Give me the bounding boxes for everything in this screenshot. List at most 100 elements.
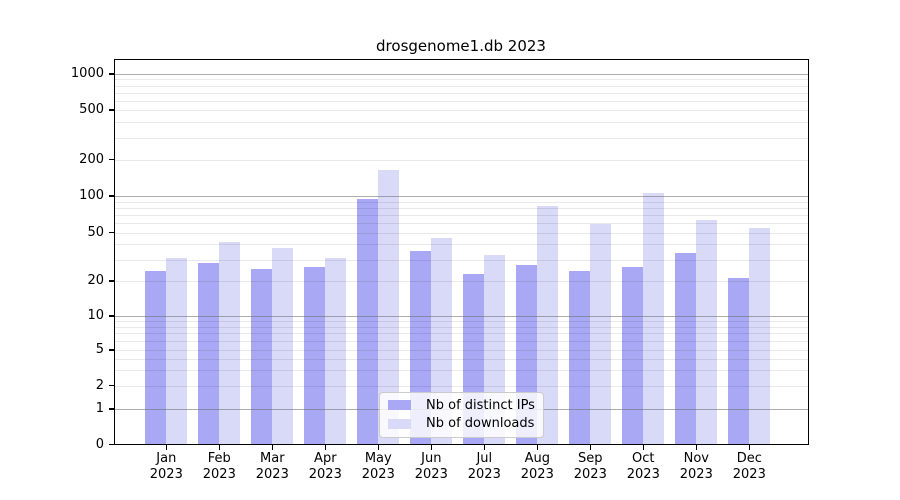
y-tick-label: 10 bbox=[87, 308, 104, 323]
bar-downloads bbox=[378, 169, 400, 445]
y-tick-label: 1000 bbox=[70, 66, 104, 81]
y-tick-label: 20 bbox=[87, 273, 104, 288]
gridline-minor bbox=[114, 232, 808, 234]
x-tick-mark bbox=[430, 445, 432, 450]
y-tick-label: 200 bbox=[79, 151, 104, 167]
gridline-minor bbox=[114, 137, 808, 139]
bar-distinct-ips bbox=[357, 199, 379, 445]
gridline-minor bbox=[114, 326, 808, 328]
gridline-minor bbox=[114, 321, 808, 323]
bar-downloads bbox=[643, 193, 665, 445]
bar-distinct-ips bbox=[569, 271, 591, 445]
y-tick-label: 5 bbox=[95, 342, 104, 357]
x-tick-mark bbox=[324, 445, 326, 450]
gridline-minor bbox=[114, 259, 808, 261]
gridline-minor bbox=[114, 100, 808, 102]
x-tick-mark bbox=[271, 445, 273, 450]
y-tick-mark bbox=[109, 315, 114, 317]
gridline-minor bbox=[114, 369, 808, 371]
x-tick-label: Oct 2023 bbox=[626, 451, 660, 482]
gridline-minor bbox=[114, 281, 808, 282]
gridline-minor bbox=[114, 333, 808, 335]
y-tick-label: 2 bbox=[95, 377, 104, 393]
y-tick-mark bbox=[109, 231, 114, 234]
gridline-minor bbox=[114, 207, 808, 209]
gridline-major bbox=[114, 74, 808, 76]
bar-distinct-ips bbox=[251, 269, 273, 445]
gridline-major bbox=[114, 196, 808, 198]
x-tick-label: May 2023 bbox=[361, 451, 395, 482]
x-tick-mark bbox=[377, 445, 379, 450]
bar-distinct-ips bbox=[145, 271, 167, 445]
bar-distinct-ips bbox=[622, 267, 644, 445]
y-tick-mark bbox=[109, 349, 114, 351]
y-tick-mark bbox=[109, 384, 114, 387]
bar-downloads bbox=[537, 206, 559, 445]
y-tick-mark bbox=[109, 109, 114, 111]
y-tick-label: 50 bbox=[87, 224, 104, 240]
legend-entry-downloads: Nb of downloads bbox=[388, 416, 535, 431]
bar-downloads bbox=[696, 219, 718, 445]
x-tick-mark bbox=[218, 445, 220, 450]
x-tick-label: Jan 2023 bbox=[149, 451, 183, 482]
bar-downloads bbox=[219, 241, 241, 445]
x-tick-label: Nov 2023 bbox=[679, 451, 713, 482]
bar-distinct-ips bbox=[675, 252, 697, 445]
gridline-minor bbox=[114, 85, 808, 87]
legend-entry-distinct-ips: Nb of distinct IPs bbox=[388, 398, 535, 413]
y-tick-mark bbox=[109, 158, 114, 161]
y-tick-label: 0 bbox=[95, 436, 104, 452]
gridline-minor bbox=[114, 385, 808, 387]
gridline-minor bbox=[114, 92, 808, 94]
gridline-minor bbox=[114, 222, 808, 224]
x-tick-label: Aug 2023 bbox=[520, 451, 554, 482]
bar-downloads bbox=[272, 248, 294, 445]
bar-distinct-ips bbox=[728, 278, 750, 445]
x-tick-mark bbox=[748, 445, 750, 450]
legend-label: Nb of distinct IPs bbox=[426, 397, 535, 413]
chart-title: drosgenome1.db 2023 bbox=[376, 37, 546, 55]
y-tick-mark bbox=[109, 73, 114, 75]
y-tick-label: 1 bbox=[95, 401, 104, 416]
x-tick-mark bbox=[642, 445, 644, 450]
gridline-minor bbox=[114, 159, 808, 161]
y-tick-label: 500 bbox=[79, 102, 104, 117]
gridline-minor bbox=[114, 341, 808, 343]
bar-distinct-ips bbox=[198, 263, 220, 445]
bar-downloads bbox=[325, 257, 347, 445]
gridline-minor bbox=[114, 110, 808, 111]
legend-swatch-distinct-ips bbox=[388, 400, 411, 411]
gridline-minor bbox=[114, 358, 808, 360]
bar-downloads bbox=[166, 257, 188, 445]
x-tick-label: Sep 2023 bbox=[573, 451, 607, 482]
x-tick-mark bbox=[589, 445, 591, 450]
y-tick-mark bbox=[109, 408, 114, 410]
x-tick-mark bbox=[695, 445, 697, 450]
y-tick-mark bbox=[109, 280, 114, 282]
gridline-minor bbox=[114, 201, 808, 203]
bar-downloads bbox=[749, 228, 771, 445]
y-tick-label: 100 bbox=[79, 188, 104, 203]
x-tick-label: Jun 2023 bbox=[414, 451, 448, 482]
gridline-minor bbox=[114, 79, 808, 81]
gridline-minor bbox=[114, 122, 808, 124]
y-tick-mark bbox=[109, 443, 114, 446]
y-tick-mark bbox=[109, 195, 114, 197]
gridline-minor bbox=[114, 350, 808, 351]
x-tick-label: Mar 2023 bbox=[255, 451, 289, 482]
legend-label: Nb of downloads bbox=[426, 416, 535, 432]
bar-downloads bbox=[590, 223, 612, 445]
gridline-minor bbox=[114, 244, 808, 246]
x-tick-mark bbox=[165, 445, 167, 450]
x-tick-label: Apr 2023 bbox=[308, 451, 342, 482]
gridline-minor bbox=[114, 214, 808, 216]
bar-distinct-ips bbox=[304, 267, 326, 445]
legend: Nb of distinct IPs Nb of downloads bbox=[379, 391, 544, 438]
x-tick-mark bbox=[483, 445, 485, 450]
x-tick-label: Jul 2023 bbox=[467, 451, 501, 482]
x-tick-label: Feb 2023 bbox=[202, 451, 236, 482]
x-tick-mark bbox=[536, 445, 538, 450]
